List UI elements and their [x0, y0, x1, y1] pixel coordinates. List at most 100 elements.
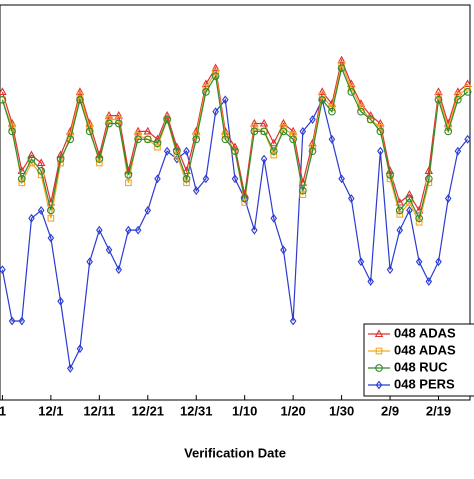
- data-point: [289, 316, 297, 326]
- data-point: [134, 225, 142, 235]
- data-point: [173, 147, 181, 155]
- x-tick-label: 12/11: [83, 403, 115, 418]
- x-tick-label: 1/10: [232, 403, 257, 418]
- data-point: [309, 115, 316, 124]
- data-point: [153, 139, 162, 148]
- data-point: [143, 126, 153, 135]
- data-point: [464, 134, 471, 144]
- data-point: [463, 79, 472, 88]
- data-point: [76, 95, 84, 104]
- data-point: [405, 194, 414, 203]
- data-point: [66, 363, 74, 373]
- data-point: [308, 147, 317, 155]
- data-point: [211, 63, 220, 72]
- data-point: [125, 225, 132, 235]
- data-point: [366, 115, 375, 124]
- data-point: [124, 171, 133, 179]
- legend-label: 048 RUC: [394, 359, 448, 374]
- legend-marker: [374, 329, 384, 338]
- data-point: [17, 174, 26, 183]
- data-point: [328, 134, 336, 144]
- data-point: [76, 344, 84, 354]
- data-point: [376, 127, 385, 136]
- data-point: [0, 95, 7, 104]
- x-tick-label: 12/31: [180, 403, 213, 418]
- data-point: [56, 155, 65, 163]
- data-point: [240, 194, 249, 203]
- data-point: [182, 174, 191, 183]
- legend-label: 048 PERS: [394, 376, 455, 391]
- data-point: [36, 158, 46, 167]
- data-point: [241, 199, 249, 206]
- x-tick-label: 12/21: [132, 403, 165, 418]
- data-point: [279, 118, 288, 127]
- data-point: [406, 205, 413, 215]
- data-point: [201, 79, 211, 88]
- data-point: [425, 277, 433, 286]
- data-point: [444, 127, 453, 136]
- data-point: [463, 88, 472, 96]
- x-axis-label: Verification Date: [184, 445, 286, 460]
- data-point: [386, 171, 394, 179]
- data-point: [105, 116, 113, 123]
- data-point: [338, 174, 345, 184]
- data-point: [66, 135, 75, 144]
- data-point: [454, 95, 462, 104]
- data-point: [47, 214, 55, 222]
- data-point: [251, 225, 258, 235]
- data-point: [96, 225, 103, 235]
- data-point: [367, 277, 374, 286]
- x-tick-label: 1/20: [280, 403, 305, 418]
- data-point: [444, 194, 452, 203]
- data-point: [337, 64, 346, 73]
- data-point: [212, 68, 219, 76]
- data-point: [154, 174, 161, 184]
- data-point: [434, 95, 443, 104]
- data-point: [0, 265, 6, 275]
- data-point: [259, 118, 269, 127]
- x-tick-label: 12/1: [38, 403, 63, 418]
- data-point: [8, 316, 16, 326]
- data-point: [395, 206, 404, 215]
- data-point: [299, 191, 307, 198]
- legend-marker: [375, 347, 383, 355]
- data-point: [27, 155, 36, 163]
- data-point: [396, 211, 404, 218]
- data-point: [395, 197, 404, 206]
- data-point: [163, 146, 171, 156]
- data-point: [231, 147, 239, 155]
- data-point: [318, 92, 326, 100]
- series-line: [1, 66, 468, 221]
- data-point: [192, 135, 201, 144]
- data-point: [386, 265, 394, 275]
- data-point: [144, 205, 152, 215]
- data-point: [211, 72, 220, 80]
- data-point: [424, 174, 433, 183]
- data-point: [396, 225, 404, 235]
- data-point: [134, 132, 142, 139]
- data-point: [105, 119, 113, 128]
- data-point: [435, 92, 442, 100]
- data-point: [37, 167, 46, 175]
- data-point: [57, 296, 64, 306]
- data-point: [125, 179, 132, 187]
- data-point: [192, 186, 200, 196]
- data-point: [28, 213, 35, 223]
- legend-label: 048 ADAS: [394, 325, 456, 340]
- data-point: [454, 146, 462, 156]
- data-point: [289, 135, 297, 144]
- data-point: [202, 174, 210, 184]
- data-point: [250, 118, 259, 127]
- data-point: [37, 205, 45, 215]
- data-point: [280, 124, 287, 131]
- data-point: [279, 127, 288, 136]
- data-point: [202, 88, 210, 96]
- data-point: [231, 174, 239, 184]
- data-point: [288, 126, 298, 135]
- series-line: [1, 58, 468, 212]
- data-point: [18, 316, 26, 326]
- data-point: [260, 127, 268, 136]
- data-point: [415, 214, 423, 223]
- data-point: [47, 233, 55, 243]
- legend-marker: [375, 364, 383, 372]
